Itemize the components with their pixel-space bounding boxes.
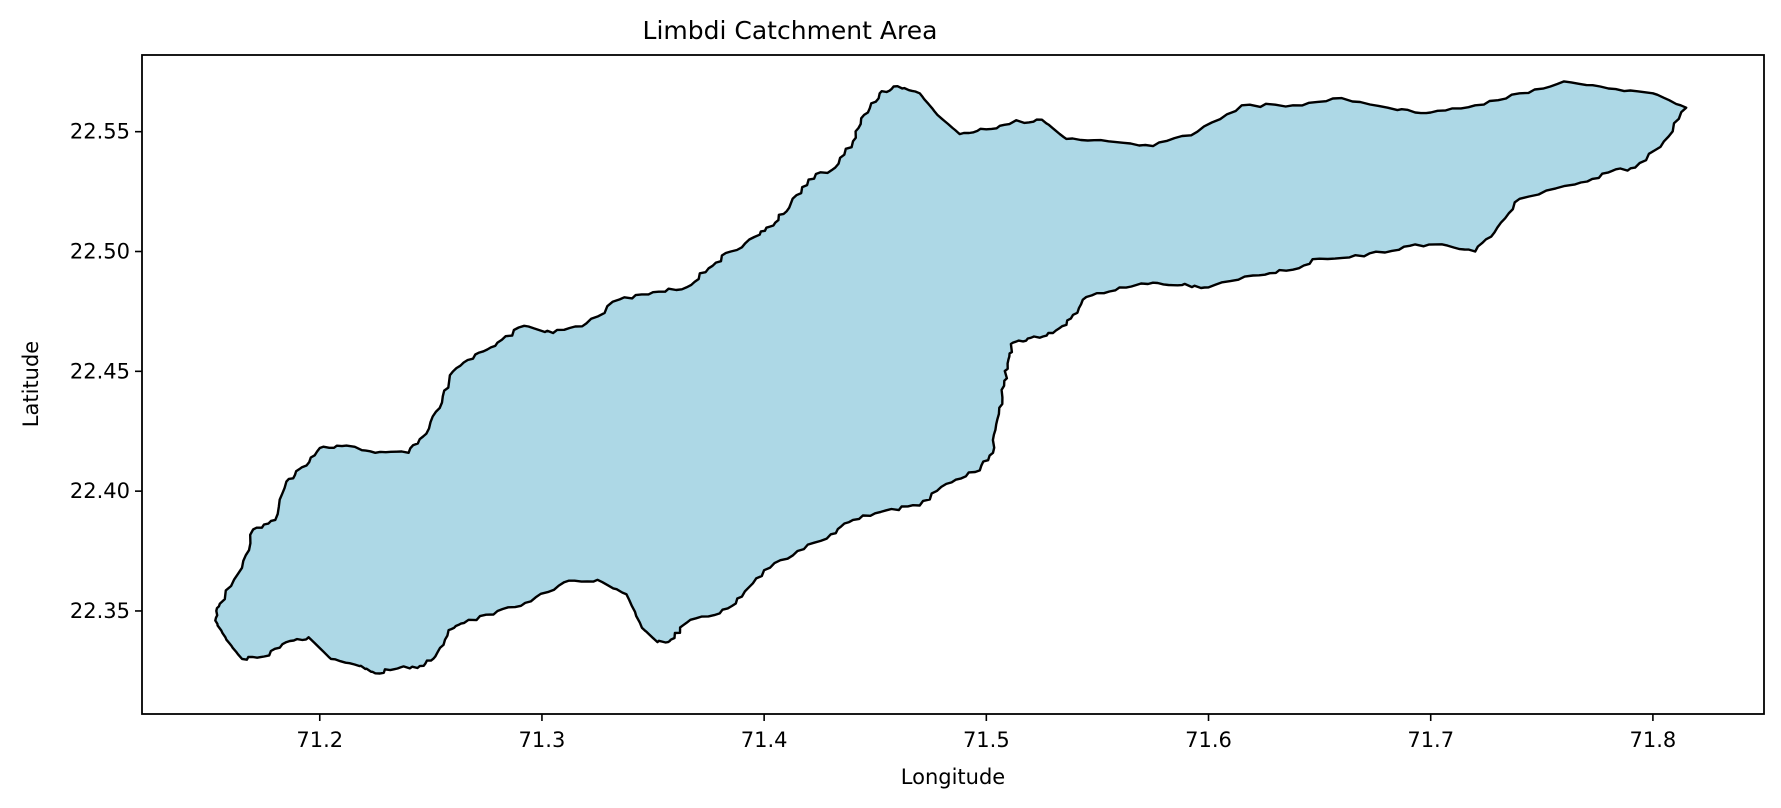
x-tick-label: 71.6 xyxy=(1185,728,1232,752)
x-tick-label: 71.2 xyxy=(296,728,343,752)
catchment-polygon xyxy=(214,80,1688,675)
y-axis-label: Latitude xyxy=(19,341,43,427)
x-tick-label: 71.8 xyxy=(1630,728,1677,752)
x-axis-label: Longitude xyxy=(901,765,1005,789)
x-tick-label: 71.4 xyxy=(741,728,788,752)
y-tick-label: 22.40 xyxy=(70,479,130,503)
x-tick-label: 71.3 xyxy=(519,728,566,752)
y-tick-label: 22.50 xyxy=(70,240,130,264)
y-tick-label: 22.45 xyxy=(70,359,130,383)
y-axis-ticks: 22.35 22.40 22.45 22.50 22.55 xyxy=(70,120,142,623)
x-tick-label: 71.7 xyxy=(1407,728,1454,752)
x-axis-ticks: 71.2 71.3 71.4 71.5 71.6 71.7 71.8 xyxy=(296,714,1676,752)
chart-title: Limbdi Catchment Area xyxy=(643,16,938,45)
y-tick-label: 22.35 xyxy=(70,599,130,623)
y-tick-label: 22.55 xyxy=(70,120,130,144)
x-tick-label: 71.5 xyxy=(963,728,1010,752)
